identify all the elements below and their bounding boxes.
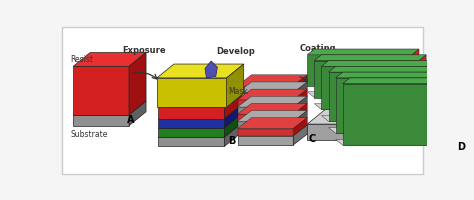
Polygon shape xyxy=(447,78,455,145)
Polygon shape xyxy=(412,89,455,140)
Polygon shape xyxy=(314,104,426,109)
Polygon shape xyxy=(237,118,307,129)
Polygon shape xyxy=(129,101,146,126)
Polygon shape xyxy=(237,111,307,121)
Polygon shape xyxy=(158,107,224,119)
Polygon shape xyxy=(158,128,224,137)
Polygon shape xyxy=(158,114,241,128)
Polygon shape xyxy=(237,107,293,114)
Polygon shape xyxy=(73,66,129,115)
Polygon shape xyxy=(129,52,146,115)
Text: Substrate: Substrate xyxy=(70,130,108,139)
Polygon shape xyxy=(73,101,146,115)
Polygon shape xyxy=(293,96,307,114)
Text: D: D xyxy=(457,142,465,152)
Polygon shape xyxy=(440,72,447,133)
Polygon shape xyxy=(237,100,293,107)
Polygon shape xyxy=(158,93,241,107)
Polygon shape xyxy=(237,75,307,86)
Polygon shape xyxy=(157,64,244,78)
Polygon shape xyxy=(336,140,447,145)
Polygon shape xyxy=(237,96,307,107)
FancyBboxPatch shape xyxy=(63,27,423,174)
Polygon shape xyxy=(237,114,293,121)
Polygon shape xyxy=(73,52,146,66)
Polygon shape xyxy=(321,116,433,121)
Polygon shape xyxy=(314,61,419,98)
Polygon shape xyxy=(336,78,440,133)
Polygon shape xyxy=(307,49,419,55)
Polygon shape xyxy=(158,105,241,119)
Text: A: A xyxy=(128,115,135,125)
Polygon shape xyxy=(227,64,244,107)
Polygon shape xyxy=(293,111,307,129)
Polygon shape xyxy=(224,93,241,119)
Polygon shape xyxy=(412,49,419,86)
Polygon shape xyxy=(224,105,241,128)
Polygon shape xyxy=(293,89,307,107)
Polygon shape xyxy=(237,125,307,136)
Polygon shape xyxy=(293,118,307,136)
Polygon shape xyxy=(293,125,307,145)
Text: C: C xyxy=(309,134,316,144)
Polygon shape xyxy=(343,84,447,145)
Polygon shape xyxy=(158,119,224,128)
Text: Mask: Mask xyxy=(228,87,248,96)
Polygon shape xyxy=(314,55,426,61)
Polygon shape xyxy=(73,115,129,126)
Text: Develop: Develop xyxy=(217,47,255,56)
Polygon shape xyxy=(237,93,293,100)
Polygon shape xyxy=(433,66,440,121)
Polygon shape xyxy=(321,66,426,109)
Polygon shape xyxy=(293,103,307,121)
Polygon shape xyxy=(237,129,293,136)
Polygon shape xyxy=(321,61,433,66)
Polygon shape xyxy=(157,78,227,107)
Polygon shape xyxy=(293,75,307,93)
Polygon shape xyxy=(293,82,307,100)
Polygon shape xyxy=(224,123,241,146)
Polygon shape xyxy=(307,55,412,86)
Polygon shape xyxy=(158,123,241,137)
Polygon shape xyxy=(205,61,218,78)
Polygon shape xyxy=(343,78,455,84)
Polygon shape xyxy=(328,66,440,72)
Text: Exposure: Exposure xyxy=(123,46,166,55)
Polygon shape xyxy=(336,72,447,78)
Polygon shape xyxy=(237,82,307,93)
Text: B: B xyxy=(228,136,236,146)
Polygon shape xyxy=(328,128,440,133)
Polygon shape xyxy=(307,124,412,140)
Polygon shape xyxy=(237,103,307,114)
Polygon shape xyxy=(426,61,433,109)
Polygon shape xyxy=(328,72,433,121)
Polygon shape xyxy=(419,55,426,98)
Polygon shape xyxy=(158,137,224,146)
Polygon shape xyxy=(237,121,293,129)
Polygon shape xyxy=(224,114,241,137)
Polygon shape xyxy=(307,92,419,98)
Polygon shape xyxy=(237,136,293,145)
Polygon shape xyxy=(237,86,293,93)
Text: Coating: Coating xyxy=(300,44,337,53)
Text: Resist: Resist xyxy=(70,55,93,64)
Polygon shape xyxy=(237,89,307,100)
Polygon shape xyxy=(307,89,455,124)
